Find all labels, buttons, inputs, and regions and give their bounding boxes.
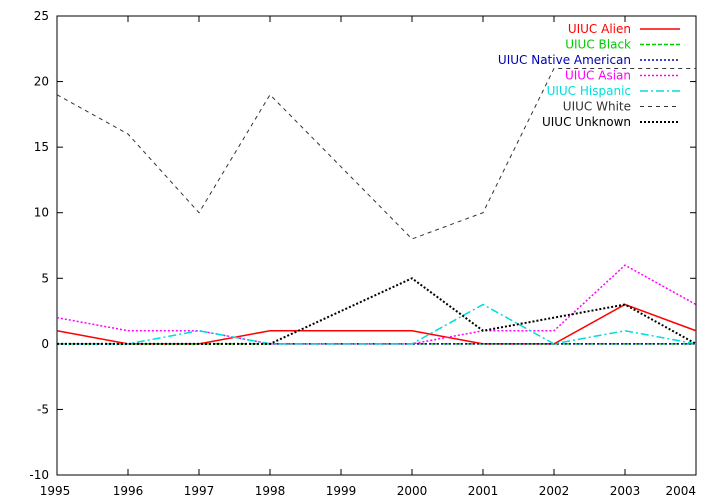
legend-label-uiuc-hispanic: UIUC Hispanic xyxy=(547,84,631,98)
x-tick-label: 1996 xyxy=(113,484,144,498)
legend-label-uiuc-asian: UIUC Asian xyxy=(565,69,631,83)
legend-label-uiuc-alien: UIUC Alien xyxy=(568,22,631,36)
axis-ticks xyxy=(56,15,697,476)
plot-frame xyxy=(56,15,697,476)
series-line-uiuc-alien xyxy=(56,303,697,345)
x-tick-label: 2004 xyxy=(665,484,696,498)
legend-label-uiuc-white: UIUC White xyxy=(563,100,631,114)
series-line-uiuc-asian xyxy=(56,264,697,345)
series-line-uiuc-unknown xyxy=(57,277,697,345)
x-tick-label: 2002 xyxy=(539,484,570,498)
y-tick-label: 25 xyxy=(34,9,49,23)
legend-label-uiuc-native-american: UIUC Native American xyxy=(498,53,631,67)
x-tick-label: 1999 xyxy=(326,484,357,498)
y-tick-label: 0 xyxy=(41,337,49,351)
y-tick-label: 20 xyxy=(34,75,49,89)
series-line-uiuc-hispanic xyxy=(57,303,697,345)
x-tick-label: 2001 xyxy=(468,484,499,498)
y-tick-label: 5 xyxy=(41,271,49,285)
axis-tick-labels: 1995 1996 1997 1998 1999 2000 2001 2002 2003 2004… xyxy=(29,9,696,498)
x-tick-label: 1995 xyxy=(40,484,71,498)
y-tick-label: -10 xyxy=(29,468,49,482)
x-tick-label: 2000 xyxy=(397,484,428,498)
series-lines xyxy=(56,67,697,345)
y-tick-label: 10 xyxy=(34,206,49,220)
y-tick-label: -5 xyxy=(37,402,49,416)
legend-label-uiuc-unknown: UIUC Unknown xyxy=(542,115,631,129)
x-tick-label: 2003 xyxy=(610,484,641,498)
x-tick-label: 1998 xyxy=(255,484,286,498)
x-tick-label: 1997 xyxy=(184,484,215,498)
y-tick-label: 15 xyxy=(34,140,49,154)
legend-label-uiuc-black: UIUC Black xyxy=(565,38,631,52)
